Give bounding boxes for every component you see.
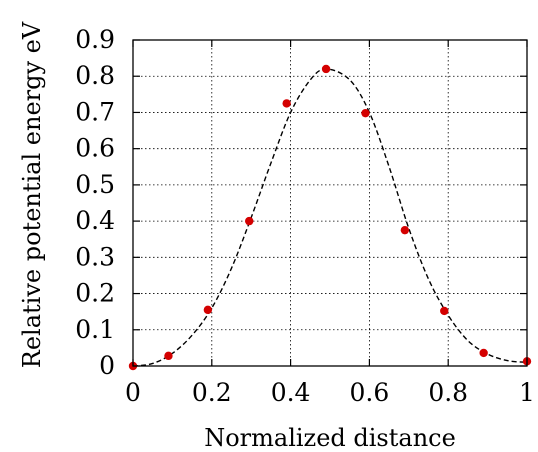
x-tick-label: 0.6 <box>350 378 390 407</box>
data-point <box>245 216 254 226</box>
x-tick-label: 0 <box>125 378 141 407</box>
fit-curve <box>132 68 528 367</box>
y-tick-label: 0.1 <box>75 315 115 344</box>
plot-frame <box>132 39 528 367</box>
data-point <box>361 108 370 118</box>
data-point <box>400 225 410 235</box>
y-tick-label: 0.3 <box>75 242 115 271</box>
data-point <box>203 305 213 315</box>
grid <box>133 40 527 366</box>
x-tick-label: 0.2 <box>192 378 232 407</box>
curve-layer <box>132 68 528 367</box>
y-tick-label: 0.4 <box>75 206 115 235</box>
data-point <box>440 306 449 316</box>
data-point <box>282 99 291 108</box>
y-tick-label: 0.2 <box>75 279 115 308</box>
x-axis-label: Normalized distance <box>204 424 456 452</box>
x-tick-label: 0.8 <box>428 378 468 407</box>
y-tick-label: 0.6 <box>75 134 115 163</box>
y-tick-label: 0.9 <box>75 25 115 54</box>
data-point <box>479 348 488 358</box>
y-tick-label: 0.5 <box>75 170 115 199</box>
x-tick-label: 1 <box>519 378 535 407</box>
tick-labels: 0 0.1 0.2 0.3 0.4 0.5 0.6 0.7 0.8 0.9 0 0.2 0.4 0.6 0.… <box>75 25 535 407</box>
data-point <box>164 351 173 361</box>
y-axis-label: Relative potential energy eV <box>18 21 46 368</box>
points-layer <box>128 64 532 371</box>
y-tick-label: 0.7 <box>75 97 115 126</box>
y-tick-label: 0.8 <box>75 61 115 90</box>
x-tick-label: 0.4 <box>271 378 311 407</box>
data-point <box>321 64 331 74</box>
ticks <box>132 39 528 367</box>
y-tick-label: 0 <box>99 351 115 380</box>
